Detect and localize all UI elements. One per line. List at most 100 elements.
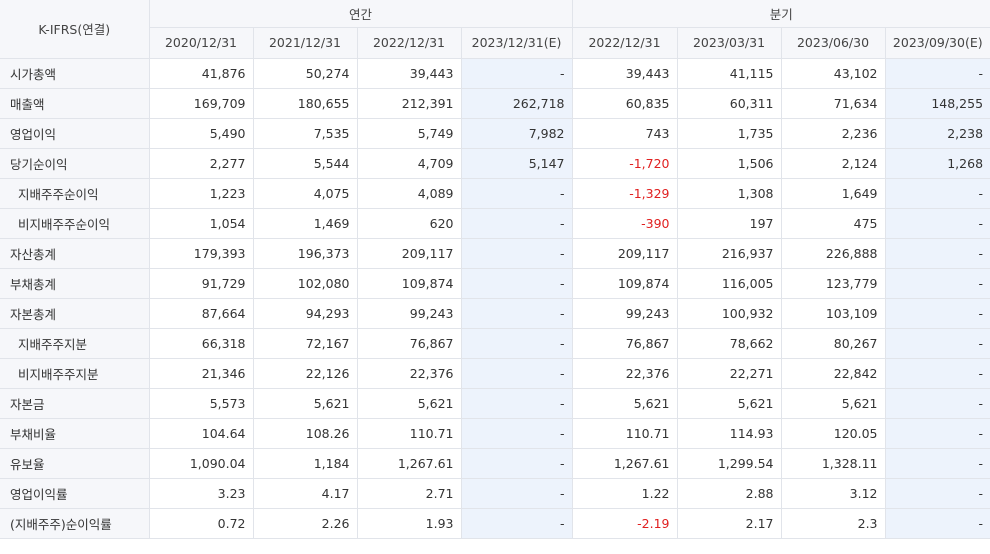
table-cell: 1,308: [676, 177, 782, 209]
table-cell: 1,090.04: [148, 447, 254, 479]
table-cell: -: [460, 297, 573, 329]
table-cell: -1,329: [571, 177, 678, 209]
table-cell: 76,867: [571, 327, 678, 359]
table-cell: 60,311: [676, 87, 782, 119]
table-cell: 0.72: [148, 507, 254, 539]
row-label: 영업이익: [0, 117, 150, 149]
table-cell: 212,391: [356, 87, 462, 119]
table-cell: 22,376: [571, 357, 678, 389]
table-cell: 110.71: [356, 417, 462, 449]
table-cell: 87,664: [148, 297, 254, 329]
table-cell: -: [460, 57, 573, 89]
table-cell: 1.22: [571, 477, 678, 509]
column-header: 2020/12/31: [149, 26, 254, 59]
table-cell: 60,835: [571, 87, 678, 119]
table-cell: 196,373: [252, 237, 358, 269]
table-cell: 116,005: [676, 267, 782, 299]
table-cell: -: [460, 477, 573, 509]
row-label: 지배주주순이익: [0, 177, 150, 209]
column-header: 2022/12/31: [356, 26, 462, 59]
table-cell: -: [460, 177, 573, 209]
group-header-annual: 연간: [148, 0, 573, 28]
table-row: 부채총계 91,729 102,080 109,874-109,874 116,005 1…: [0, 267, 990, 299]
table-cell: 76,867: [356, 327, 462, 359]
table-cell: 620: [356, 207, 462, 239]
table-cell: 2,238: [884, 117, 990, 149]
table-cell: 262,718: [460, 87, 573, 119]
table-cell: 1,469: [252, 207, 358, 239]
table-cell: 2,277: [148, 147, 254, 179]
table-cell: 91,729: [148, 267, 254, 299]
table-row: 지배주주순이익 1,223 4,075 4,089- -1,329 1,308 1,649-: [0, 177, 990, 209]
table-row: 비지배주주지분 21,346 22,126 22,376-22,376 22,271 22…: [0, 357, 990, 389]
table-cell: 7,982: [460, 117, 573, 149]
table-cell: -: [884, 207, 990, 239]
table-cell: 169,709: [148, 87, 254, 119]
table-cell: 1,299.54: [676, 447, 782, 479]
table-cell: 100,932: [676, 297, 782, 329]
table-cell: 1,267.61: [571, 447, 678, 479]
table-row: 비지배주주순이익 1,054 1,469 620- -390 197 475-: [0, 207, 990, 239]
row-label: 유보율: [0, 447, 150, 479]
table-row: 자산총계 179,393 196,373 209,117-209,117 216,937…: [0, 237, 990, 269]
table-cell: 43,102: [780, 57, 886, 89]
table-cell: 209,117: [356, 237, 462, 269]
table-cell: 94,293: [252, 297, 358, 329]
table-cell: 72,167: [252, 327, 358, 359]
table-cell: 108.26: [252, 417, 358, 449]
table-cell: 7,535: [252, 117, 358, 149]
table-cell: 197: [676, 207, 782, 239]
table-cell: 109,874: [571, 267, 678, 299]
table-cell: 1,328.11: [780, 447, 886, 479]
column-header: 2023/06/30: [780, 26, 886, 59]
table-cell: 209,117: [571, 237, 678, 269]
table-cell: 5,573: [148, 387, 254, 419]
table-row: 매출액 169,709 180,655 212,391 262,718 60,835 60,…: [0, 87, 990, 119]
table-cell: -2.19: [571, 507, 678, 539]
table-cell: 1,267.61: [356, 447, 462, 479]
table-cell: 1.93: [356, 507, 462, 539]
table-row: 영업이익률 3.23 4.17 2.71-1.22 2.88 3.12-: [0, 477, 990, 509]
table-cell: -: [460, 237, 573, 269]
table-cell: 41,876: [148, 57, 254, 89]
table-cell: -: [884, 507, 990, 539]
table-cell: 1,506: [676, 147, 782, 179]
row-label: 비지배주주순이익: [0, 207, 150, 239]
table-cell: -: [884, 267, 990, 299]
table-cell: 216,937: [676, 237, 782, 269]
table-row: 유보율 1,090.04 1,184 1,267.61-1,267.61 1,299.5…: [0, 447, 990, 479]
row-label: 자본총계: [0, 297, 150, 329]
table-cell: 5,621: [571, 387, 678, 419]
table-cell: 1,184: [252, 447, 358, 479]
table-cell: 179,393: [148, 237, 254, 269]
table-cell: 114.93: [676, 417, 782, 449]
table-cell: 1,268: [884, 147, 990, 179]
table-cell: -: [884, 357, 990, 389]
row-label: 당기순이익: [0, 147, 150, 179]
table-cell: 66,318: [148, 327, 254, 359]
table-cell: 110.71: [571, 417, 678, 449]
table-cell: -: [460, 207, 573, 239]
table-cell: 22,376: [356, 357, 462, 389]
table-cell: 2,236: [780, 117, 886, 149]
table-cell: -: [884, 417, 990, 449]
table-cell: 78,662: [676, 327, 782, 359]
table-cell: 4,089: [356, 177, 462, 209]
table-cell: -: [460, 447, 573, 479]
column-header: 2021/12/31: [252, 26, 358, 59]
financial-summary-table: K-IFRS(연결) 연간 분기 2020/12/31 2021/12/31 202…: [0, 0, 990, 539]
table-cell: 2.17: [676, 507, 782, 539]
table-cell: -: [460, 417, 573, 449]
table-cell: 123,779: [780, 267, 886, 299]
table-cell: 1,649: [780, 177, 886, 209]
table-cell: 120.05: [780, 417, 886, 449]
table-cell: 109,874: [356, 267, 462, 299]
table-cell: 50,274: [252, 57, 358, 89]
table-cell: -1,720: [571, 147, 678, 179]
table-cell: -: [884, 297, 990, 329]
table-cell: 2,124: [780, 147, 886, 179]
table-cell: -: [884, 57, 990, 89]
table-cell: 3.23: [148, 477, 254, 509]
table-cell: 148,255: [884, 87, 990, 119]
table-cell: 99,243: [356, 297, 462, 329]
